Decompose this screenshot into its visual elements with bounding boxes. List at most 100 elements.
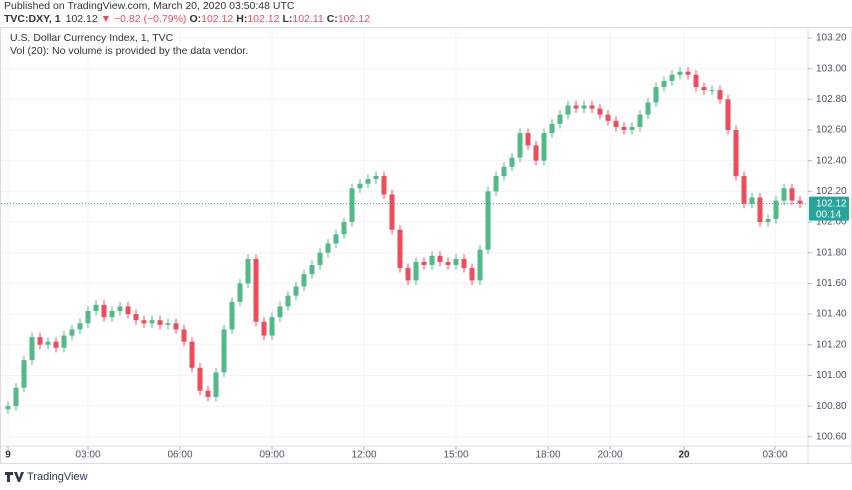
candle-body <box>341 222 347 235</box>
candle-body <box>477 249 483 281</box>
candle-body <box>109 311 115 318</box>
candle-body <box>21 360 27 388</box>
candle-body <box>37 337 43 345</box>
candle-body <box>301 274 307 287</box>
candle-body <box>293 286 299 296</box>
axes: 100.60 100.80 101.00 101.20 101.40 101.60 101.… <box>5 33 849 461</box>
y-tick-label: 101.20 <box>816 339 847 350</box>
candle-body <box>533 145 539 161</box>
candle-body <box>781 188 787 201</box>
candle-body <box>493 176 499 192</box>
ohlc-value: 102.12 <box>338 13 370 25</box>
candle-body <box>229 301 235 330</box>
candle-body <box>645 102 651 115</box>
candle-body <box>165 323 171 325</box>
candle-body <box>245 258 251 284</box>
x-tick-label: 03:00 <box>762 450 787 461</box>
candle-body <box>85 311 91 324</box>
candle-body <box>685 71 691 75</box>
candle-body <box>189 341 195 368</box>
y-tick-label: 102.20 <box>816 186 847 197</box>
countdown: 00:14 <box>816 209 841 220</box>
candle-body <box>501 166 507 177</box>
candle-body <box>453 258 459 265</box>
x-tick-label: 03:00 <box>75 450 100 461</box>
candle-body <box>213 372 219 397</box>
candle-body <box>661 80 667 88</box>
candle-body <box>717 90 723 100</box>
candle-body <box>701 87 707 91</box>
candle-body <box>669 74 675 81</box>
candle-body <box>741 176 747 204</box>
candle-body <box>557 114 563 124</box>
candle-body <box>381 176 387 195</box>
y-tick-label: 101.80 <box>816 247 847 258</box>
price: 102.12 <box>66 13 98 25</box>
x-tick-label: 20:00 <box>597 450 622 461</box>
ohlc-value: 102.12 <box>247 13 279 25</box>
candle-body <box>693 74 699 88</box>
candle-body <box>221 329 227 373</box>
candle-body <box>269 317 275 336</box>
candle-body <box>605 114 611 121</box>
logo-mark <box>5 472 24 482</box>
candle-body <box>709 90 715 92</box>
candle-body <box>597 108 603 115</box>
x-tick-label: 15:00 <box>443 450 468 461</box>
ohlc-label: O: <box>189 13 201 25</box>
candle-body <box>461 258 467 269</box>
candle-body <box>53 341 59 348</box>
candle-body <box>797 200 803 204</box>
candle-body <box>181 329 187 342</box>
candle-body <box>5 406 11 410</box>
candle-body <box>253 258 259 322</box>
candle-body <box>309 264 315 275</box>
y-tick-label: 101.00 <box>816 370 847 381</box>
candle-body <box>197 367 203 391</box>
candle-body <box>357 183 363 189</box>
y-tick-label: 102.00 <box>816 217 847 228</box>
candle-body <box>173 323 179 330</box>
y-tick-label: 102.80 <box>816 94 847 105</box>
published-note: Published on TradingView.com, March 20, … <box>4 0 295 12</box>
candle-body <box>509 157 515 167</box>
x-tick-label: 06:00 <box>167 450 192 461</box>
y-tick-label: 103.00 <box>816 63 847 74</box>
candle-body <box>429 255 435 265</box>
change: ▼ −0.82 (−0.79%) <box>101 13 187 25</box>
candle-body <box>437 255 443 262</box>
candle-body <box>733 130 739 177</box>
candle-body <box>549 123 555 134</box>
last-price-box <box>809 196 849 221</box>
footer-logo: TradingView <box>5 471 88 483</box>
candle-body <box>581 105 587 109</box>
candle-body <box>541 133 547 161</box>
candle-body <box>333 234 339 244</box>
x-tick-label: 20 <box>678 450 690 461</box>
candle-body <box>13 387 19 407</box>
symbol: TVC:DXY, 1 <box>4 13 61 25</box>
candle-body <box>157 320 163 325</box>
candle-body <box>613 120 619 127</box>
candle-body <box>149 320 155 324</box>
candle-body <box>117 306 123 312</box>
brand: TradingView <box>27 471 88 483</box>
candle-body <box>389 194 395 230</box>
candle-body <box>277 306 283 318</box>
candle-body <box>373 176 379 180</box>
candle-body <box>237 283 243 302</box>
candle-body <box>653 87 659 103</box>
candle-body <box>621 126 627 131</box>
candle-body <box>677 71 683 75</box>
y-tick-label: 102.40 <box>816 155 847 166</box>
candle-body <box>349 188 355 223</box>
candle-body <box>29 337 35 361</box>
y-tick-label: 101.40 <box>816 309 847 320</box>
candle-body <box>573 105 579 109</box>
candle-body <box>485 191 491 250</box>
candle-body <box>317 252 323 265</box>
candle-body <box>469 268 475 281</box>
chart-subtitle: Vol (20): No volume is provided by the d… <box>10 45 248 57</box>
candle-body <box>205 390 211 397</box>
